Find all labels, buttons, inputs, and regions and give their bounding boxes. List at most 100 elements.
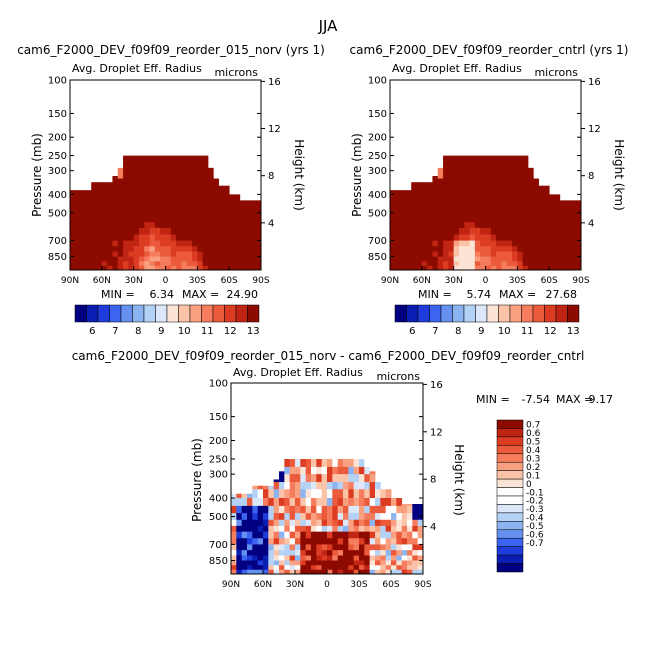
field-cell [522, 209, 529, 217]
field-cell [70, 265, 76, 271]
field-cell [107, 246, 113, 252]
field-cell [255, 256, 262, 262]
field-cell [75, 222, 82, 229]
y-axis-right-title: Height (km) [452, 444, 466, 515]
y-tick-label: 400 [368, 190, 387, 201]
y-tick-label: 150 [48, 109, 67, 120]
field-cell [245, 222, 251, 229]
field-cell [165, 251, 172, 257]
field-cell [170, 155, 177, 164]
field-cell [144, 170, 150, 179]
field-cell [268, 489, 275, 499]
field-cell [432, 222, 439, 229]
field-cell [512, 240, 518, 247]
colorbar-label: 8 [135, 326, 141, 337]
field-cell [138, 163, 145, 172]
field-cell [485, 234, 492, 241]
field-cell [353, 565, 360, 571]
field-cell [448, 256, 455, 262]
field-cell [527, 251, 534, 257]
field-cell [469, 240, 476, 247]
field-cell [176, 227, 182, 235]
y-tick-label: 850 [48, 252, 67, 263]
field-cell [284, 550, 291, 556]
field-cell [369, 569, 376, 575]
field-cell [527, 185, 534, 195]
field-cell [107, 222, 113, 229]
field-cell [570, 200, 577, 203]
field-cell [559, 209, 566, 217]
field-cell [512, 163, 518, 172]
field-cell [437, 209, 444, 217]
field-cell [123, 185, 129, 195]
field-cell [112, 234, 119, 241]
field-cell [369, 471, 376, 475]
field-cell [160, 265, 166, 271]
field-cell [458, 178, 465, 187]
field-cell [359, 544, 365, 551]
field-cell [332, 513, 339, 521]
field-cell [207, 261, 214, 267]
field-cell [91, 246, 97, 252]
panel-top-left: cam6_F2000_DEV_f09f09_reorder_015_norv (… [17, 43, 325, 337]
field-cell [501, 178, 508, 187]
colorbar-label: 6 [89, 326, 95, 337]
field-cell [117, 167, 124, 172]
field-cell [464, 209, 470, 217]
field-cell [506, 170, 513, 179]
field-cell [480, 185, 486, 195]
field-cell [295, 466, 301, 475]
field-cell [257, 489, 264, 499]
colorbar-box [496, 436, 524, 446]
field-cell [543, 240, 550, 247]
field-cell [80, 227, 87, 235]
field-cell [464, 222, 470, 229]
field-cell [527, 167, 534, 172]
field-cell [448, 178, 455, 187]
field-cell [213, 227, 219, 235]
field-cell [80, 190, 87, 195]
field-cell [443, 163, 449, 172]
field-cell [70, 261, 76, 267]
field-cell [128, 155, 135, 164]
field-cell [247, 505, 253, 514]
field-cell [411, 209, 417, 217]
field-cell [570, 261, 577, 267]
field-cell [107, 265, 113, 271]
field-cell [417, 531, 424, 539]
field-cell [485, 178, 492, 187]
field-cell [527, 216, 534, 223]
field-cell [289, 525, 296, 533]
field-cell [412, 555, 419, 561]
field-cell [223, 246, 230, 252]
field-cell [263, 519, 269, 527]
field-cell [263, 555, 269, 561]
colorbar-label: 0.7 [526, 421, 540, 431]
field-cell [432, 265, 439, 271]
field-cell [411, 194, 417, 203]
field-cell [160, 178, 166, 187]
field-cell [353, 466, 360, 475]
field-cell [343, 474, 349, 483]
field-cell [252, 560, 259, 566]
field-cell [300, 550, 307, 556]
field-cell [432, 246, 439, 252]
field-cell [96, 246, 103, 252]
field-cell [165, 178, 172, 187]
field-cell [412, 513, 419, 521]
field-cell [181, 256, 188, 262]
field-cell [448, 265, 455, 271]
field-cell [485, 227, 492, 235]
field-cell [501, 155, 508, 164]
field-cell [375, 531, 381, 539]
field-cell [284, 489, 291, 499]
field-cell [464, 202, 470, 210]
field-cell [236, 569, 243, 575]
field-cell [512, 265, 518, 271]
field-cell [80, 209, 87, 217]
field-cell [432, 202, 439, 210]
field-cell [176, 251, 182, 257]
field-cell [316, 550, 323, 556]
field-cell [421, 251, 428, 257]
field-cell [231, 560, 237, 566]
